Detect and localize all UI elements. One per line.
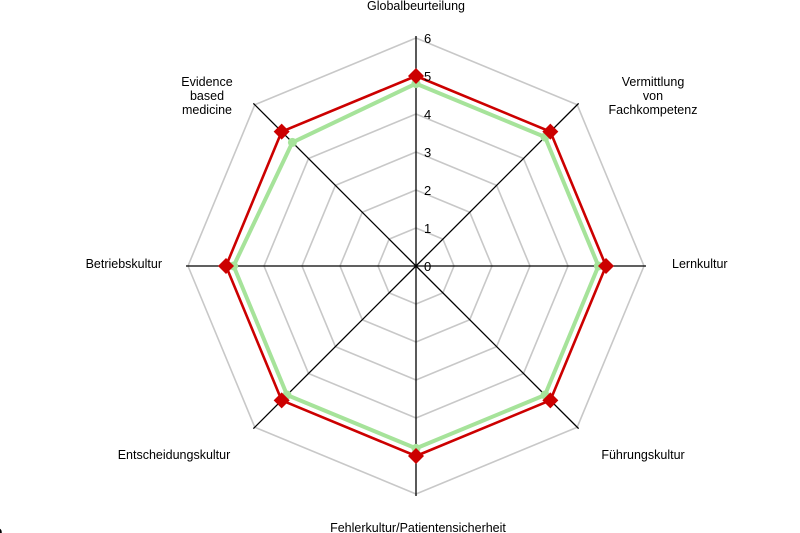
- category-label-2-line-0: Lernkultur: [672, 257, 728, 271]
- category-label-1-line-2: Fachkompetenz: [609, 103, 698, 117]
- tick-label-3: 3: [424, 145, 431, 160]
- radar-category-labels: Globalbeurteilung Vermittlung von Fachkompe…: [86, 0, 728, 533]
- category-label-0-line-0: Globalbeurteilung: [367, 0, 465, 13]
- series-0-point-2: [598, 258, 614, 274]
- category-label-2: Lernkultur: [672, 257, 728, 271]
- category-label-1-line-1: von: [643, 89, 663, 103]
- category-label-1: Vermittlung von Fachkompetenz: [609, 75, 698, 117]
- category-label-4-line-0: Fehlerkultur/Patientensicherheit: [330, 521, 506, 533]
- series-0-point-6: [218, 258, 234, 274]
- category-label-7-line-2: medicine: [182, 103, 232, 117]
- corner-fragment-text: a: [0, 520, 3, 533]
- series-0-point-3: [542, 392, 559, 409]
- series-1-point-7: [287, 137, 297, 147]
- category-label-6-line-0: Betriebskultur: [86, 257, 162, 271]
- tick-label-2: 2: [424, 183, 431, 198]
- category-label-3: Führungskultur: [601, 448, 684, 462]
- series-0-point-7: [273, 123, 290, 140]
- tick-label-0: 0: [424, 259, 431, 274]
- category-label-5-line-0: Entscheidungskultur: [118, 448, 231, 462]
- category-label-7: Evidence based medicine: [181, 75, 232, 117]
- series-0-point-0: [408, 68, 424, 84]
- category-label-1-line-0: Vermittlung: [622, 75, 685, 89]
- series-0-point-1: [542, 123, 559, 140]
- tick-label-1: 1: [424, 221, 431, 236]
- category-label-6: Betriebskultur: [86, 257, 162, 271]
- radar-axes: [186, 36, 646, 496]
- series-0-point-5: [273, 392, 290, 409]
- category-label-4: Fehlerkultur/Patientensicherheit: [330, 521, 506, 533]
- tick-label-5: 5: [424, 69, 431, 84]
- series-0-point-4: [408, 448, 424, 464]
- radar-tick-labels: 0 1 2 3 4 5 6: [424, 31, 431, 274]
- category-label-5: Entscheidungskultur: [118, 448, 231, 462]
- category-label-7-line-1: based: [190, 89, 224, 103]
- radar-series: [218, 68, 614, 464]
- category-label-0: Globalbeurteilung: [367, 0, 465, 13]
- tick-label-6: 6: [424, 31, 431, 46]
- tick-label-4: 4: [424, 107, 431, 122]
- category-label-3-line-0: Führungskultur: [601, 448, 684, 462]
- category-label-7-line-0: Evidence: [181, 75, 232, 89]
- corner-fragment: a: [0, 512, 8, 533]
